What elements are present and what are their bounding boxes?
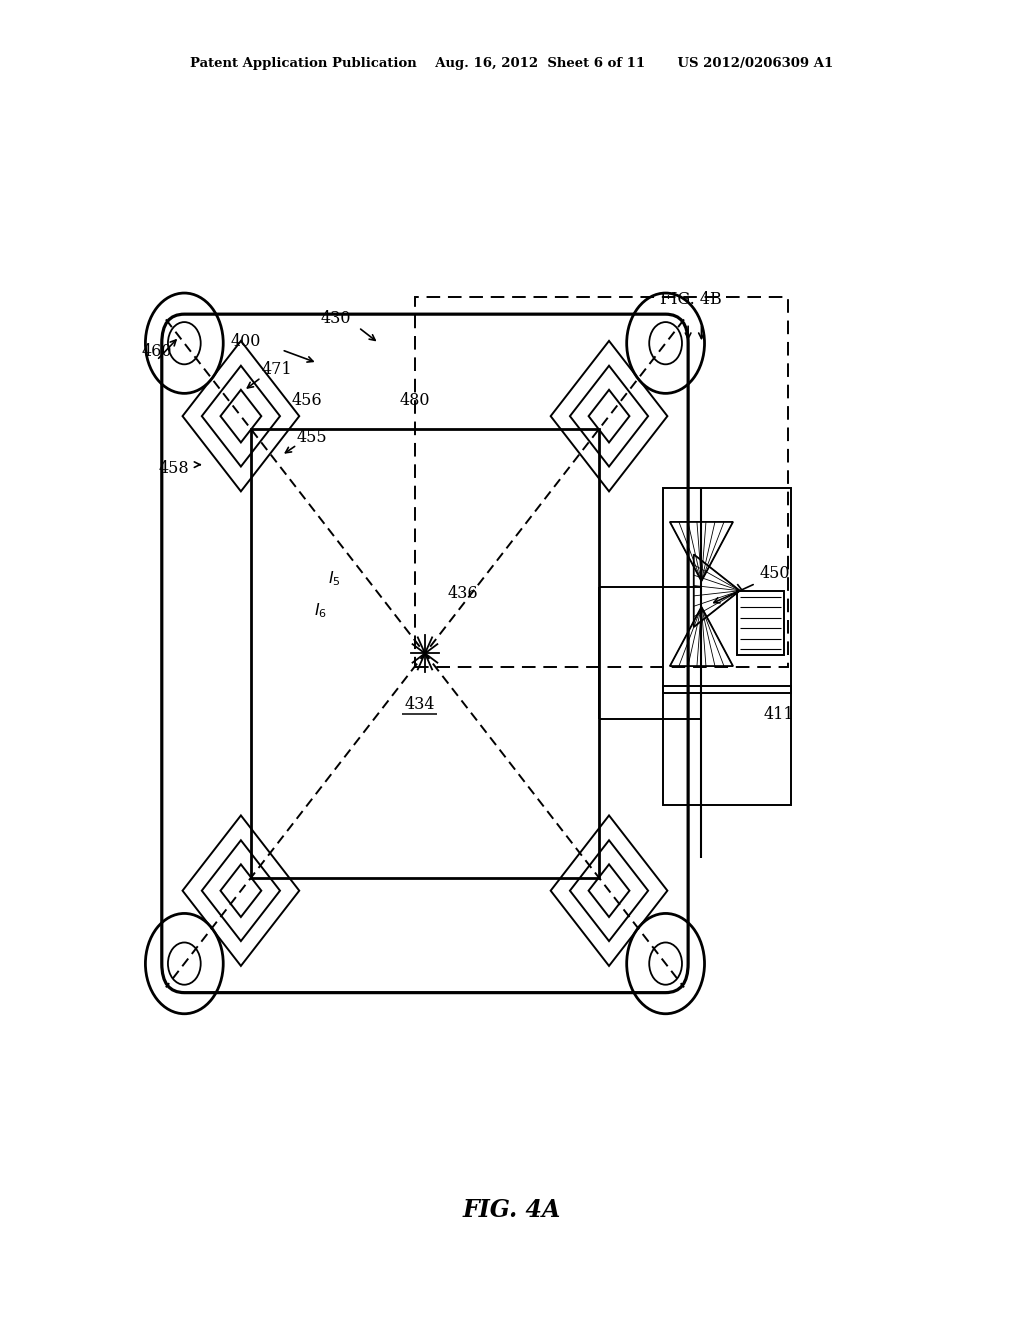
Text: 458: 458 — [159, 459, 189, 477]
Bar — [663, 488, 791, 693]
Bar — [415, 297, 788, 667]
Text: $I_5$: $I_5$ — [328, 569, 340, 589]
Bar — [737, 591, 784, 655]
Text: 471: 471 — [261, 360, 292, 378]
Text: 411: 411 — [764, 706, 795, 723]
Text: 436: 436 — [447, 585, 478, 602]
Text: 456: 456 — [292, 392, 323, 409]
Text: FIG. 4A: FIG. 4A — [463, 1199, 561, 1222]
Text: 430: 430 — [321, 310, 351, 327]
Text: 455: 455 — [297, 429, 328, 446]
Text: $I_6$: $I_6$ — [314, 601, 328, 620]
Text: 450: 450 — [760, 565, 791, 582]
Text: Patent Application Publication    Aug. 16, 2012  Sheet 6 of 11       US 2012/020: Patent Application Publication Aug. 16, … — [190, 57, 834, 70]
Text: FIG. 4B: FIG. 4B — [660, 290, 722, 308]
Bar — [251, 429, 599, 878]
Bar — [663, 686, 791, 805]
Text: 434: 434 — [404, 696, 435, 713]
Text: 460: 460 — [141, 343, 172, 360]
Text: 480: 480 — [399, 392, 430, 409]
Text: 400: 400 — [230, 333, 261, 350]
